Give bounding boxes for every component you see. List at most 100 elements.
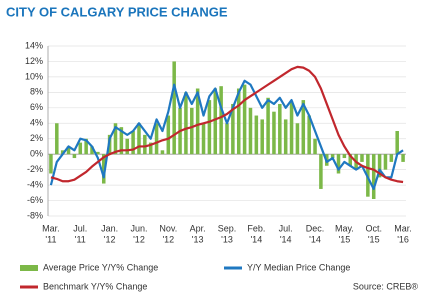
bar — [55, 123, 59, 155]
bar — [207, 100, 212, 155]
y-tick-label: 12% — [25, 56, 43, 66]
bar — [383, 154, 388, 170]
legend-label: Y/Y Median Price Change — [247, 262, 350, 272]
bar — [330, 154, 335, 159]
x-tick-year: '14 — [309, 234, 321, 244]
bar — [301, 100, 306, 155]
chart-title: CITY OF CALGARY PRICE CHANGE — [6, 4, 228, 19]
x-tick-label: Jan. — [101, 223, 118, 233]
x-tick-year: '11 — [45, 234, 56, 244]
bar — [319, 154, 323, 189]
bar — [219, 86, 223, 155]
bar — [84, 138, 88, 155]
x-tick-label: Mar. — [394, 223, 412, 233]
bar — [49, 154, 53, 174]
y-tick-label: 2% — [30, 133, 43, 143]
x-tick-label: Jun. — [130, 223, 147, 233]
bar — [101, 154, 106, 184]
x-tick-year: '12 — [104, 234, 116, 244]
bar — [190, 107, 194, 155]
x-tick-year: '14 — [280, 234, 292, 244]
y-tick-label: 14% — [25, 40, 43, 50]
y-tick-label: -6% — [27, 195, 43, 205]
bar — [236, 88, 241, 155]
line — [50, 65, 404, 184]
bar — [96, 151, 100, 155]
x-tick-year: '15 — [368, 234, 380, 244]
bar — [278, 103, 282, 155]
x-tick-label: Jul. — [73, 223, 87, 233]
bar — [295, 123, 300, 155]
bar — [78, 142, 83, 155]
bar — [166, 115, 171, 155]
bar — [119, 127, 124, 155]
x-tick-year: '11 — [75, 234, 86, 244]
bar — [172, 61, 176, 155]
bar — [313, 138, 317, 155]
x-tick-year: '15 — [339, 234, 351, 244]
y-tick-label: 4% — [30, 118, 43, 128]
source: Source: CREB® — [353, 281, 419, 291]
bar — [131, 131, 135, 155]
bar — [195, 88, 200, 155]
bar — [66, 146, 71, 155]
bar — [283, 119, 288, 155]
x-tick-label: Sep. — [218, 223, 237, 233]
bar — [137, 123, 141, 155]
bar — [72, 154, 77, 159]
y-tick-label: -4% — [27, 179, 43, 189]
x-tick-year: '13 — [192, 234, 204, 244]
bar — [231, 103, 235, 155]
x-tick-year: '13 — [221, 234, 233, 244]
x-tick-label: May. — [335, 223, 354, 233]
line — [49, 79, 404, 191]
legend-swatch — [20, 265, 38, 271]
x-tick-year: '16 — [397, 234, 409, 244]
bar — [213, 88, 218, 155]
y-tick-label: -8% — [27, 210, 43, 220]
x-tick-year: '14 — [250, 234, 262, 244]
legend-label: Benchmark Y/Y% Change — [43, 281, 147, 291]
bar — [371, 154, 376, 199]
bar — [289, 101, 294, 155]
bar — [143, 134, 147, 155]
x-tick-label: Mar. — [42, 223, 60, 233]
bar — [125, 138, 129, 155]
bar — [377, 154, 382, 178]
bar — [360, 154, 364, 162]
bar — [336, 154, 341, 174]
bar — [348, 154, 353, 166]
bar — [113, 123, 118, 155]
legend-label: Average Price Y/Y% Change — [43, 262, 158, 272]
bar — [242, 84, 247, 155]
x-tick-label: Feb. — [247, 223, 265, 233]
bar — [342, 154, 347, 159]
bar — [225, 123, 229, 155]
y-tick-label: 8% — [30, 87, 43, 97]
bar — [160, 150, 165, 155]
x-tick-year: '12 — [133, 234, 145, 244]
x-tick-year: '12 — [162, 234, 174, 244]
bar — [90, 146, 94, 155]
bar — [248, 107, 253, 155]
y-tick-label: -2% — [27, 164, 43, 174]
x-tick-label: Jul. — [279, 223, 293, 233]
bar — [272, 111, 276, 155]
bar — [389, 154, 394, 162]
bar — [184, 92, 188, 155]
bar — [307, 115, 311, 155]
bar — [60, 150, 65, 155]
bar — [154, 123, 159, 155]
bar — [148, 142, 153, 155]
y-tick-label: 6% — [30, 102, 43, 112]
y-tick-label: 0% — [30, 149, 43, 159]
bar — [201, 123, 206, 155]
x-tick-label: Oct. — [365, 223, 382, 233]
x-tick-label: Apr. — [190, 223, 206, 233]
y-tick-label: 10% — [25, 71, 43, 81]
bar — [395, 131, 399, 155]
bar — [401, 154, 405, 162]
bar — [254, 115, 259, 155]
bar — [266, 97, 270, 155]
